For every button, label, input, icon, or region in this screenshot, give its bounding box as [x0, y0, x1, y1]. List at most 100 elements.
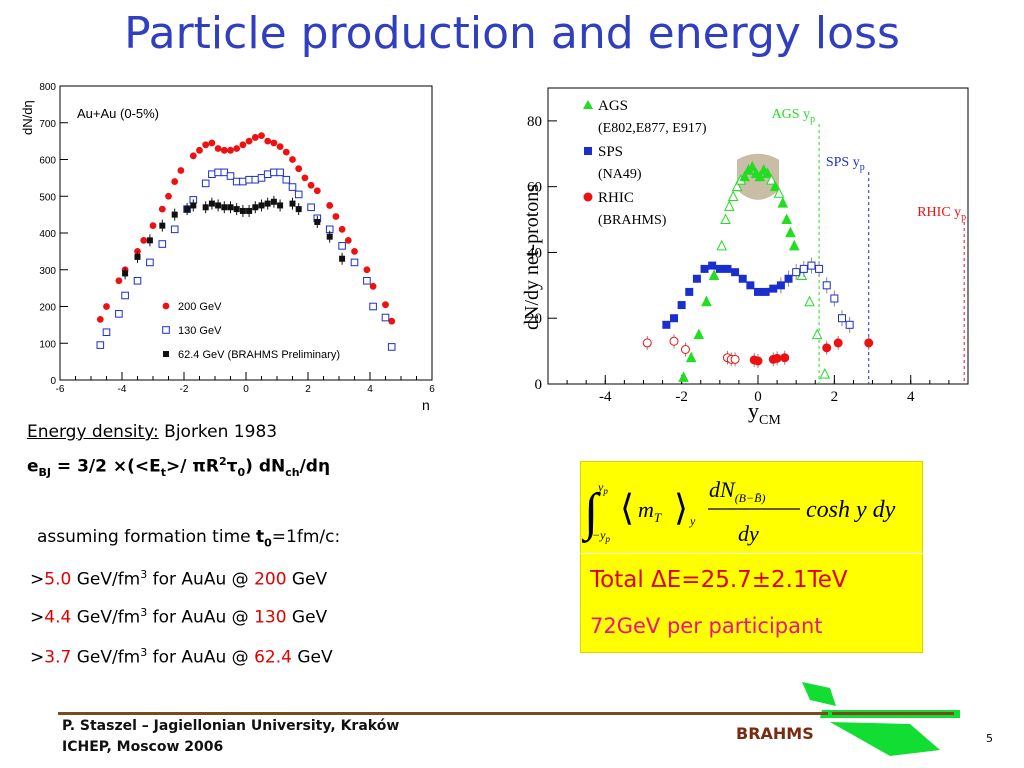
data-point-200gev: [239, 141, 247, 149]
data-point-130gev: [363, 276, 371, 285]
data-point-62gev: [184, 206, 191, 213]
data-point-62gev: [146, 237, 153, 244]
data-point-200gev: [233, 145, 241, 152]
data-point-200gev: [332, 213, 340, 220]
y-tick-label: 20: [527, 311, 542, 327]
data-point-62gev: [264, 200, 271, 207]
data-point-200gev: [301, 174, 309, 182]
x-tick-label: -4: [118, 384, 127, 395]
svg-text:⟨: ⟨: [620, 488, 634, 528]
data-point-sps: [776, 281, 785, 290]
right-plot-xlabel: yCM: [748, 398, 781, 428]
data-point-200gev: [369, 282, 377, 290]
data-point-ags: [785, 226, 796, 238]
energy-heading-rest: Bjorken 1983: [158, 422, 278, 442]
data-point-ags: [685, 351, 697, 363]
data-point-200gev: [189, 152, 197, 160]
box-divider: [580, 553, 923, 554]
x-tick-label: -2: [180, 384, 189, 395]
data-point-130gev: [307, 203, 315, 212]
data-point-130gev: [294, 190, 303, 199]
data-point-130gev: [239, 177, 247, 186]
svg-text:dN(B−B̄): dN(B−B̄): [709, 477, 765, 505]
data-point-sps: [715, 264, 724, 273]
data-point-130gev: [257, 174, 266, 182]
data-point-rhic: [753, 356, 763, 366]
data-point-sps: [845, 320, 854, 329]
data-point-62gev: [122, 270, 129, 277]
data-point-sps: [662, 320, 671, 329]
data-point-ags: [804, 295, 815, 307]
data-point-sps: [754, 287, 762, 296]
data-point-ags: [701, 295, 712, 307]
data-point-rhic: [780, 353, 790, 363]
energy-density-row: >4.4 GeV/fm3 for AuAu @ 130 GeV: [30, 606, 328, 628]
data-point-130gev: [214, 168, 222, 177]
right-plot-ylabel: dN/dy net-protons: [521, 184, 543, 330]
data-point-130gev: [133, 276, 142, 285]
data-point-130gev: [288, 183, 297, 191]
footer-bar-left: [58, 712, 828, 715]
legend-label: 130 GeV: [178, 325, 222, 337]
data-point-62gev: [208, 200, 215, 207]
energy-loss-integral: ∫ yp −yp ⟨ mT ⟩ y dN(B−B̄) dy cosh y dy: [582, 477, 896, 546]
data-point-130gev: [350, 258, 359, 267]
data-point-200gev: [326, 202, 334, 209]
data-point-200gev: [220, 146, 228, 154]
data-point-rhic: [680, 344, 690, 354]
data-point-200gev: [214, 145, 222, 152]
data-point-200gev: [270, 139, 278, 147]
data-point-rhic: [772, 353, 782, 363]
legend-label: AGS: [598, 98, 628, 114]
data-point-ags: [773, 187, 785, 198]
x-tick-label: 0: [754, 389, 762, 405]
y-tick-label: 700: [39, 119, 56, 130]
data-point-130gev: [338, 242, 346, 250]
footer-conference: ICHEP, Moscow 2006: [62, 739, 224, 755]
data-point-200gev: [382, 301, 389, 309]
data-point-rhic: [822, 343, 832, 353]
data-point-62gev: [159, 222, 166, 229]
energy-density-row: >3.7 GeV/fm3 for AuAu @ 62.4 GeV: [30, 646, 333, 668]
x-tick-label: -6: [56, 384, 65, 395]
data-point-200gev: [165, 192, 172, 200]
page-number: 5: [986, 732, 993, 745]
data-point-200gev: [227, 146, 234, 154]
footer-author: P. Staszel – Jagiellonian University, Kr…: [62, 718, 400, 734]
brahms-logo: [802, 682, 960, 756]
page-title: Particle production and energy loss: [124, 8, 900, 59]
data-point-sps: [670, 314, 678, 323]
data-point-62gev: [233, 206, 240, 213]
data-point-62gev: [314, 218, 321, 225]
data-point-130gev: [208, 170, 216, 179]
y-tick-label: 40: [527, 245, 542, 261]
data-point-200gev: [158, 205, 166, 213]
data-point-ags: [731, 180, 743, 192]
data-point-62gev: [221, 204, 228, 211]
data-point-sps: [677, 301, 686, 310]
data-point-sps: [761, 287, 770, 296]
data-point-200gev: [258, 132, 265, 140]
data-point-sps: [708, 261, 717, 270]
data-point-ags: [739, 170, 750, 182]
y-tick-label: 0: [535, 377, 543, 393]
legend-sublabel: (NA49): [598, 167, 642, 182]
data-point-sps: [692, 274, 701, 283]
legend-sublabel: (BRAHMS): [598, 213, 667, 228]
legend-marker-62gev: [163, 351, 169, 357]
data-point-sps: [799, 264, 808, 273]
data-point-62gev: [252, 204, 259, 211]
data-point-62gev: [134, 253, 141, 260]
energy-heading: Energy density: Bjorken 1983: [27, 422, 277, 442]
x-tick-label: 6: [429, 384, 435, 395]
bjorken-formula: eBJ = 3/2 ×(<Et>/ πR2τ0) dNch/dη: [27, 455, 331, 480]
data-point-130gev: [245, 175, 253, 184]
data-point-sps: [838, 314, 846, 323]
data-point-62gev: [326, 233, 333, 240]
legend-label: RHIC: [598, 190, 634, 206]
per-participant: 72GeV per participant: [590, 614, 823, 638]
data-point-200gev: [264, 137, 272, 145]
energy-density-row: >5.0 GeV/fm3 for AuAu @ 200 GeV: [30, 568, 328, 590]
data-point-130gev: [102, 328, 111, 337]
